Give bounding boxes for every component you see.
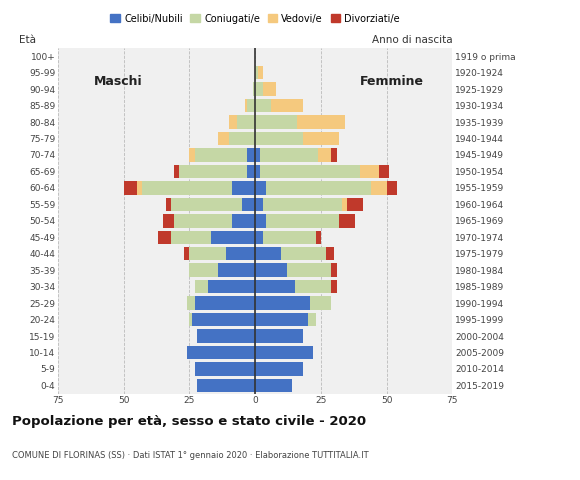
Bar [255, 264, 287, 277]
Bar [255, 115, 298, 129]
Bar [197, 329, 255, 343]
Bar [331, 280, 337, 293]
Bar [255, 99, 271, 112]
Bar [171, 230, 211, 244]
Bar [255, 346, 313, 359]
Bar [229, 115, 237, 129]
Bar [192, 313, 255, 326]
Bar [179, 165, 247, 178]
Bar [190, 313, 192, 326]
Bar [316, 230, 321, 244]
Bar [271, 99, 303, 112]
Bar [242, 198, 255, 211]
Bar [303, 132, 339, 145]
Bar [387, 181, 397, 194]
Bar [229, 132, 255, 145]
Bar [295, 280, 331, 293]
Bar [255, 148, 260, 162]
Legend: Celibi/Nubili, Coniugati/e, Vedovi/e, Divorziati/e: Celibi/Nubili, Coniugati/e, Vedovi/e, Di… [107, 10, 404, 27]
Bar [263, 230, 316, 244]
Bar [331, 148, 337, 162]
Bar [255, 66, 258, 79]
Bar [258, 66, 263, 79]
Bar [326, 247, 334, 261]
Bar [318, 148, 331, 162]
Bar [171, 198, 242, 211]
Bar [163, 214, 173, 228]
Bar [247, 165, 255, 178]
Bar [137, 181, 142, 194]
Bar [142, 181, 231, 194]
Bar [266, 181, 371, 194]
Bar [247, 99, 255, 112]
Bar [195, 296, 255, 310]
Text: COMUNE DI FLORINAS (SS) · Dati ISTAT 1° gennaio 2020 · Elaborazione TUTTITALIA.I: COMUNE DI FLORINAS (SS) · Dati ISTAT 1° … [12, 451, 368, 460]
Bar [331, 264, 337, 277]
Bar [197, 379, 255, 392]
Bar [347, 198, 363, 211]
Bar [247, 148, 255, 162]
Bar [255, 214, 266, 228]
Bar [255, 230, 263, 244]
Bar [219, 132, 229, 145]
Bar [195, 280, 208, 293]
Text: Femmine: Femmine [360, 75, 424, 88]
Bar [260, 165, 360, 178]
Bar [226, 247, 255, 261]
Bar [287, 264, 331, 277]
Bar [255, 132, 303, 145]
Bar [173, 214, 231, 228]
Bar [219, 264, 255, 277]
Bar [187, 346, 255, 359]
Bar [310, 296, 331, 310]
Bar [308, 313, 316, 326]
Bar [195, 148, 247, 162]
Bar [255, 247, 281, 261]
Bar [195, 362, 255, 376]
Bar [260, 148, 318, 162]
Bar [237, 115, 255, 129]
Bar [263, 198, 342, 211]
Bar [231, 214, 255, 228]
Bar [263, 83, 276, 96]
Bar [211, 230, 255, 244]
Bar [255, 379, 292, 392]
Text: Anno di nascita: Anno di nascita [372, 35, 452, 45]
Bar [371, 181, 387, 194]
Bar [255, 280, 295, 293]
Bar [255, 296, 310, 310]
Bar [184, 247, 190, 261]
Bar [190, 264, 219, 277]
Bar [255, 362, 303, 376]
Bar [245, 99, 247, 112]
Bar [255, 313, 308, 326]
Bar [255, 329, 303, 343]
Bar [342, 198, 347, 211]
Bar [187, 296, 195, 310]
Bar [298, 115, 345, 129]
Bar [266, 214, 339, 228]
Bar [173, 165, 179, 178]
Bar [255, 181, 266, 194]
Bar [281, 247, 326, 261]
Bar [190, 148, 195, 162]
Text: Maschi: Maschi [94, 75, 143, 88]
Bar [255, 198, 263, 211]
Bar [255, 165, 260, 178]
Bar [360, 165, 379, 178]
Bar [158, 230, 171, 244]
Text: Popolazione per età, sesso e stato civile - 2020: Popolazione per età, sesso e stato civil… [12, 415, 366, 428]
Bar [231, 181, 255, 194]
Bar [124, 181, 137, 194]
Bar [339, 214, 355, 228]
Bar [255, 83, 263, 96]
Text: Età: Età [19, 35, 35, 45]
Bar [166, 198, 171, 211]
Bar [190, 247, 226, 261]
Bar [379, 165, 389, 178]
Bar [208, 280, 255, 293]
Bar [252, 83, 255, 96]
